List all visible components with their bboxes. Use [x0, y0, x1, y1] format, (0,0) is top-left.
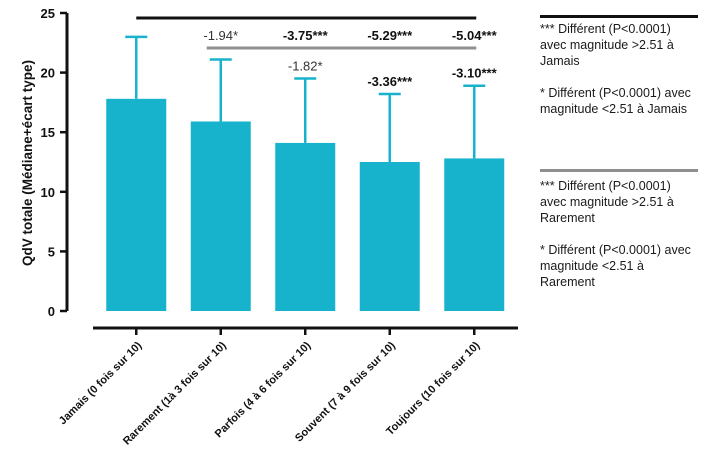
- legend-rarement-strong: *** Différent (P<0.0001) avec magnitude …: [540, 179, 674, 225]
- labels: 0 5 10 15 20 25 QdV totale (Médiane+écart type…: [20, 6, 498, 448]
- legend-jamais-weak: * Différent (P<0.0001) avec magnitude <2…: [540, 86, 691, 116]
- bar: [359, 162, 420, 311]
- annotation-vs-jamais: -3.75***: [283, 28, 329, 43]
- annotation-vs-rarement: -3.10***: [452, 66, 498, 81]
- bar: [275, 142, 336, 311]
- bar: [444, 158, 505, 311]
- x-tick-label: Parfois (4 à 6 fois sur 10): [213, 339, 314, 440]
- y-tick-label: 10: [41, 185, 55, 200]
- legend-rarement-weak: * Différent (P<0.0001) avec magnitude <2…: [540, 243, 691, 289]
- legend-jamais: *** Différent (P<0.0001) avec magnitude …: [540, 21, 700, 117]
- annotation-vs-rarement: -1.82*: [288, 59, 323, 74]
- y-tick-label: 25: [41, 6, 55, 21]
- legend-jamais-strong: *** Différent (P<0.0001) avec magnitude …: [540, 22, 674, 68]
- x-tick-label: Jamais (0 fois sur 10): [57, 339, 145, 427]
- bar: [106, 98, 167, 311]
- x-tick-label: Toujours (10 fois sur 10): [384, 339, 482, 437]
- annotation-vs-rarement: -3.36***: [367, 74, 413, 89]
- legend-divider-jamais: [540, 15, 698, 18]
- y-tick-label: 20: [41, 66, 55, 81]
- y-tick-label: 15: [41, 125, 55, 140]
- axes: [60, 11, 518, 335]
- x-tick-label: Souvent (7 à 9 fois sur 10): [293, 339, 398, 444]
- annotation-vs-jamais: -1.94*: [203, 28, 238, 43]
- bars: [106, 35, 505, 311]
- legend-divider-rarement: [540, 169, 698, 172]
- y-tick-label: 5: [48, 244, 55, 259]
- bar: [190, 121, 251, 311]
- y-tick-label: 0: [48, 304, 55, 319]
- annotation-vs-jamais: -5.04***: [452, 28, 498, 43]
- legend-rarement: *** Différent (P<0.0001) avec magnitude …: [540, 178, 700, 290]
- annotation-vs-jamais: -5.29***: [367, 28, 413, 43]
- significance-brackets: [136, 16, 477, 50]
- y-axis-title: QdV totale (Médiane+écart type): [20, 60, 35, 266]
